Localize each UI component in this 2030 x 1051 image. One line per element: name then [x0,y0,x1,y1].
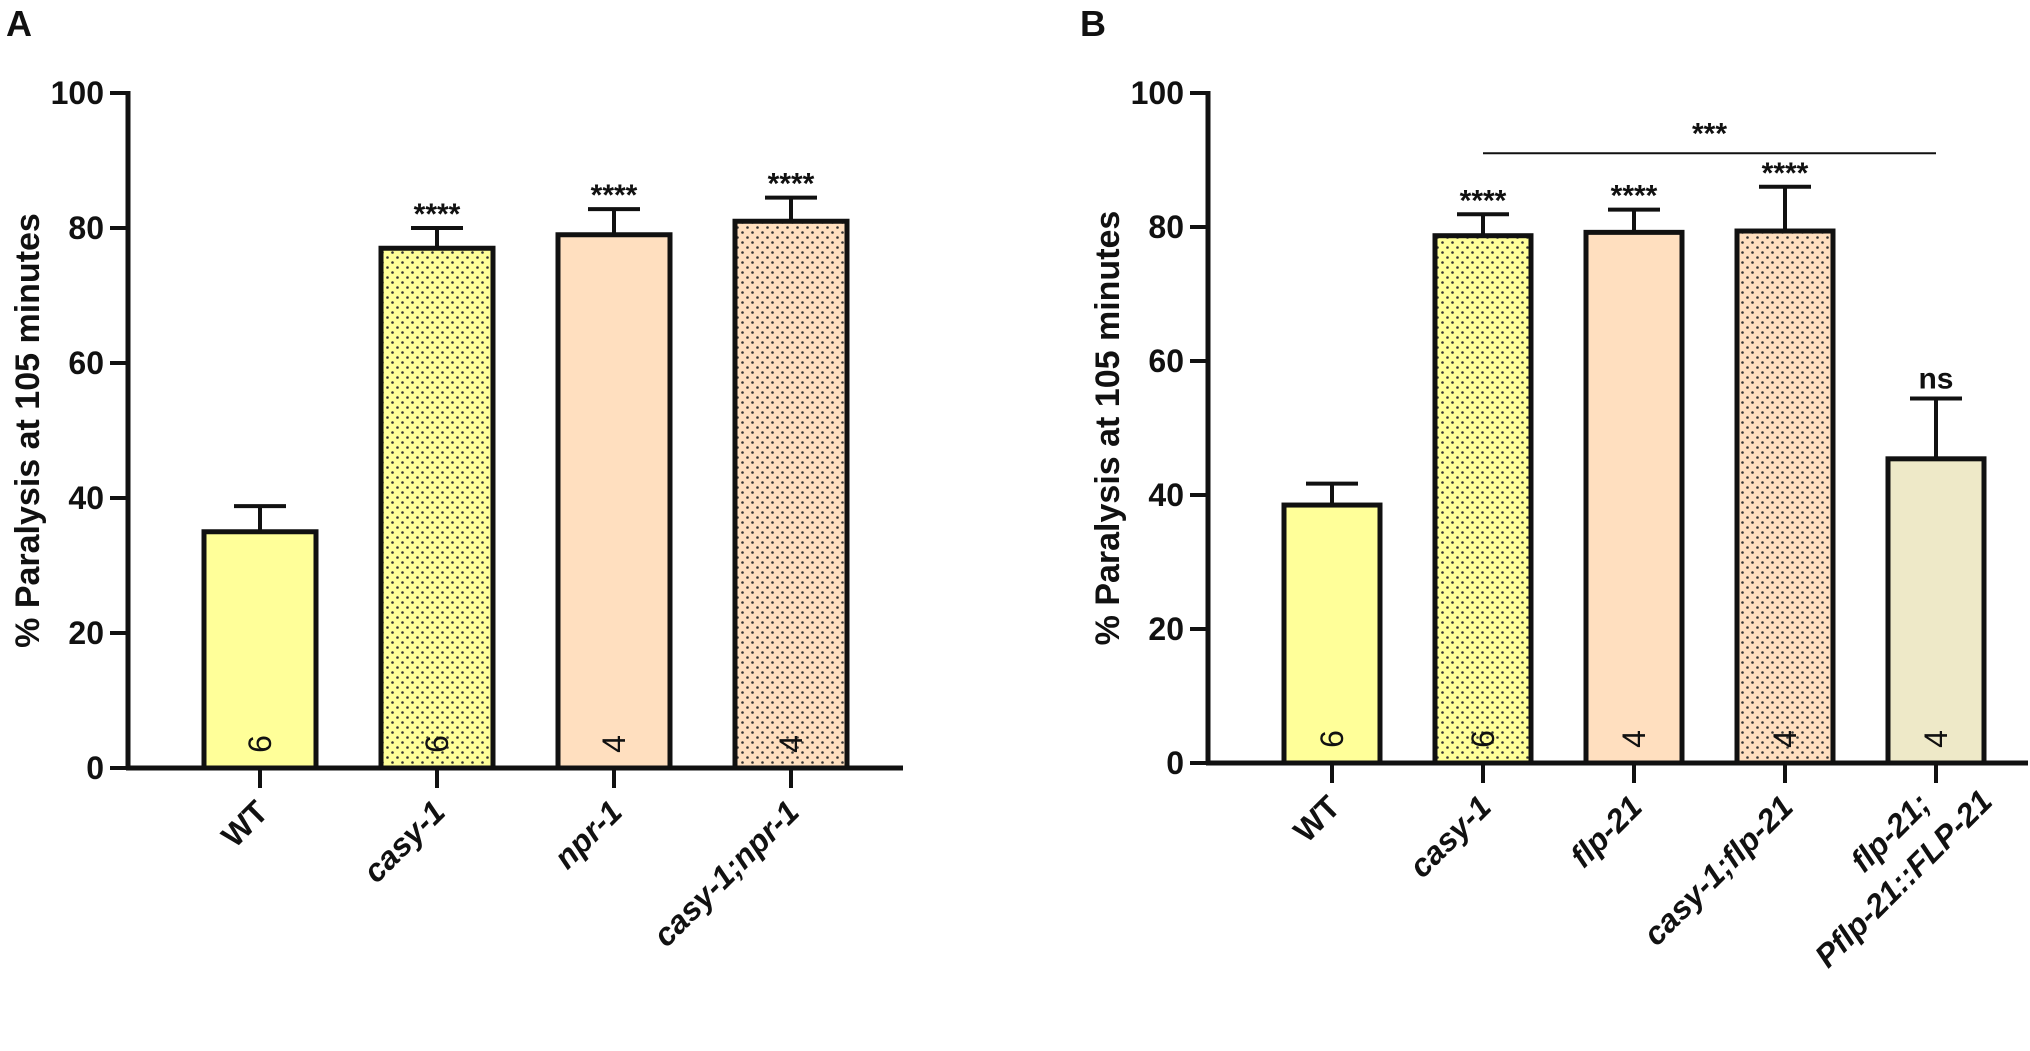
panel-a-y-tick-label: 100 [51,75,104,111]
panel-b-category-label-line: flp-21 [1563,788,1649,874]
panel-a-y-tick-label: 60 [68,345,104,381]
panel-b-category-label-line: casy-1 [1402,788,1498,884]
panel-a-bar [732,218,850,771]
panel-b-n-label: 6 [1314,730,1350,748]
panel-a-n-label: 4 [773,735,809,753]
panel-a-bar [378,245,496,771]
panel-b-n-label: 4 [1918,730,1954,748]
panel-b-bar [1885,456,1987,766]
panel-b-y-tick-label: 80 [1148,209,1184,245]
panel-b-y-tick-label: 20 [1148,611,1184,647]
panel-a-category-label: casy-1;npr-1 [646,793,806,953]
panel-a-y-tick-label: 20 [68,615,104,651]
panel-a-letter: A [6,3,32,44]
panel-b-significance-label: ns [1918,363,1953,396]
panel-b-category-label-line: WT [1286,788,1347,849]
panel-b-category-label: casy-1 [1402,788,1498,884]
panel-a-category-label: WT [214,793,275,854]
panel-a-chart: A % Paralysis at 105 minutes 6 WT 6 **** casy-… [6,3,903,954]
panel-a-category-label-line: WT [214,793,275,854]
panel-a-category-label-line: npr-1 [547,793,629,875]
panel-b-category-label: flp-21 [1563,788,1649,874]
panel-b-n-label: 4 [1616,730,1652,748]
panel-b-chart: B % Paralysis at 105 minutes 6 WT 6 **** casy-… [1080,3,2028,974]
panel-a-y-axis-label: % Paralysis at 105 minutes [9,213,47,648]
panel-a-y-tick-label: 0 [86,750,104,786]
panel-b-category-label: casy-1;flp-21 [1636,788,1800,952]
panel-b-n-label: 6 [1465,730,1501,748]
panel-b-letter: B [1080,3,1106,44]
panel-a-n-label: 6 [242,735,278,753]
panel-b-comparison-label: *** [1692,117,1727,150]
panel-b-n-label: 4 [1767,730,1803,748]
panel-b-significance-label: **** [1611,180,1658,213]
panel-a-category-label-line: casy-1;npr-1 [646,793,806,953]
panel-a-n-label: 6 [419,735,455,753]
panel-b-category-label-line: casy-1;flp-21 [1636,788,1800,952]
panel-a-significance-label: **** [591,179,638,212]
panel-b-category-label: WT [1286,788,1347,849]
panel-a-category-label-line: casy-1 [356,793,452,889]
panel-a-significance-label: **** [414,198,461,231]
panel-a-y-tick-label: 80 [68,210,104,246]
panel-b-bar [1432,233,1534,766]
panel-a-category-label: casy-1 [356,793,452,889]
panel-b-y-tick-label: 100 [1131,75,1184,111]
panel-b-category-label: flp-21;Pflp-21::FLP-21 [1778,753,1999,974]
panel-b-bar [1583,229,1685,766]
panel-a-n-label: 4 [596,735,632,753]
panel-b-significance-label: **** [1762,157,1809,190]
panel-b-y-tick-label: 0 [1166,745,1184,781]
panel-b-bar [1281,502,1383,766]
panel-a-category-label: npr-1 [547,793,629,875]
panel-a-significance-label: **** [768,168,815,201]
panel-b-y-axis-label: % Paralysis at 105 minutes [1089,211,1127,646]
panel-b-y-tick-label: 40 [1148,477,1184,513]
panel-a-y-tick-label: 40 [68,480,104,516]
panel-b-significance-label: **** [1460,184,1507,217]
panel-a-bar [201,529,319,771]
panel-b-bar [1734,228,1836,766]
panel-b-y-tick-label: 60 [1148,343,1184,379]
panel-a-bar [555,232,673,771]
